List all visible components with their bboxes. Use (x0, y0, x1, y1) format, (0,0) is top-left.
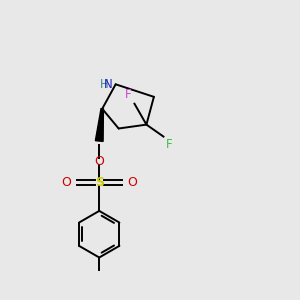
Text: O: O (61, 176, 71, 189)
Text: O: O (127, 176, 137, 189)
Text: H: H (100, 78, 109, 91)
Text: F: F (166, 138, 172, 151)
Text: O: O (94, 155, 104, 168)
Polygon shape (95, 109, 104, 141)
Text: N: N (104, 78, 113, 91)
Text: F: F (125, 88, 131, 101)
Text: S: S (95, 176, 104, 189)
